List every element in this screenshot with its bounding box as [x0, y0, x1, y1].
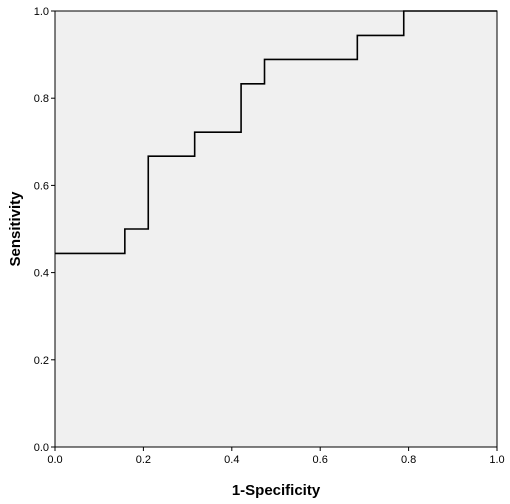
plot-area: [54, 10, 498, 448]
x-axis-title: 1-Specificity: [232, 482, 321, 499]
y-tick-label: 0.0: [34, 442, 49, 454]
y-axis-title: Sensitivity: [7, 191, 24, 267]
x-tick-label: 0.4: [224, 454, 239, 466]
series-group: [55, 10, 497, 255]
roc-curve-line: [55, 10, 497, 255]
y-tick-label: 0.2: [34, 355, 49, 367]
x-tick-label: 0.2: [136, 454, 151, 466]
x-tick-label: 0.8: [401, 454, 416, 466]
x-tick-label: 0.0: [47, 454, 62, 466]
x-axis: 0.0 0.2 0.4 0.6 0.8 1.0: [47, 447, 505, 466]
x-tick-label: 1.0: [489, 454, 504, 466]
y-tick-label: 1.0: [34, 6, 49, 18]
y-tick-label: 0.4: [34, 268, 49, 280]
y-tick-label: 0.8: [34, 93, 49, 105]
y-tick-label: 0.6: [34, 180, 49, 192]
x-tick-label: 0.6: [313, 454, 328, 466]
y-axis: 0.0 0.2 0.4 0.6 0.8 1.0: [34, 6, 55, 454]
